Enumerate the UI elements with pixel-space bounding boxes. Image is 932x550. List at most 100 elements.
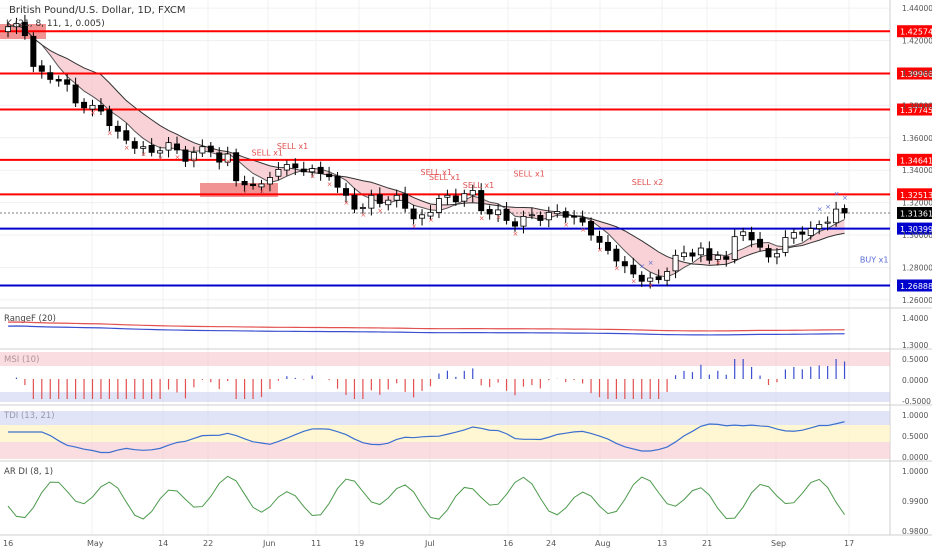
price-tick-label: 1.26000 (902, 296, 932, 305)
candle-body (13, 23, 20, 28)
price-tick-label: 1.36000 (902, 134, 932, 143)
price-tick-label: 1.30000 (902, 231, 932, 240)
candle-body (81, 101, 88, 109)
price-tick-label: 1.34000 (902, 166, 932, 175)
last-price-tag (897, 206, 932, 219)
panel-tick-label: -0.5000 (902, 397, 931, 406)
candle-body (275, 168, 282, 177)
sell-marker: × (225, 158, 231, 166)
candle-body (461, 193, 468, 202)
candle-body (106, 109, 113, 127)
candle-body (266, 177, 273, 185)
time-tick-label: 16 (3, 539, 13, 548)
sell-marker: × (124, 144, 130, 152)
candle-body (748, 232, 755, 241)
price-tick-label: 1.42000 (902, 37, 932, 46)
price-axis: 1.42574 1.39966 1.37745 1.34641 1.32513 1.303… (897, 4, 932, 305)
time-tick-label: May (87, 539, 104, 548)
candle-body (199, 146, 206, 154)
panel-tick-label: 1.3000 (902, 341, 928, 350)
signal-label: SELL x1 (421, 168, 452, 177)
candle-body (596, 235, 603, 243)
slow-ma-line (7, 24, 845, 266)
candle-body (630, 264, 637, 275)
time-tick-label: Jul (424, 539, 435, 548)
candle-body (334, 175, 341, 188)
candle-body (241, 180, 248, 186)
signal-markers: ××××× × × ×× ×××××××× × ×××××××××× ×× ×× × (90, 109, 848, 290)
candle-body (613, 248, 620, 262)
candle-body (300, 168, 307, 173)
level-price-tag (897, 103, 932, 116)
level-price-label: 1.39966 (900, 70, 932, 79)
candle-body (72, 84, 79, 104)
sell-marker: × (648, 282, 654, 290)
price-tick-label: 1.44000 (902, 4, 932, 13)
sell-marker: × (479, 214, 485, 222)
candle-body (216, 152, 223, 163)
panel-tick-label: 0.5000 (902, 355, 928, 364)
level-price-tag (897, 25, 932, 38)
candle-body (444, 194, 451, 198)
candle-body (655, 276, 662, 281)
price-tick-label: 1.28000 (902, 263, 932, 272)
candle-body (342, 188, 349, 196)
sell-marker: × (191, 156, 197, 164)
time-tick-label: Jun (262, 539, 276, 548)
candle-body (528, 214, 535, 217)
panel-tick-label: 0.9800 (902, 527, 928, 536)
sell-marker: × (377, 207, 383, 215)
sell-marker: × (513, 230, 519, 238)
msi-zone (0, 392, 890, 402)
candle-body (140, 146, 147, 149)
sell-marker: × (310, 172, 316, 180)
candle-body (5, 26, 11, 33)
candle-body (317, 166, 324, 174)
candle-body (376, 194, 383, 204)
candle-body (165, 142, 172, 151)
candle-body (512, 221, 519, 227)
signal-label: SELL x1 (463, 181, 494, 190)
candle-body (571, 215, 578, 218)
rangef-lower-line (7, 325, 845, 336)
fast-ma-line (7, 24, 845, 278)
candle-body (604, 241, 611, 251)
candle-body (621, 261, 628, 267)
time-tick-label: Sep (771, 539, 786, 548)
time-tick-label: 16 (503, 539, 513, 548)
candle-body (452, 195, 459, 203)
candle-body (402, 193, 409, 209)
candle-body (562, 211, 569, 218)
candle-body (773, 253, 780, 258)
candle-body (545, 211, 552, 221)
last-price-label: 1.31361 (900, 209, 932, 218)
candle-body (799, 231, 806, 235)
buy-marker: × (825, 203, 831, 211)
candle-body (190, 151, 197, 161)
candle-body (664, 271, 671, 281)
level-price-tag (897, 153, 932, 166)
time-tick-label: 19 (354, 539, 364, 548)
candle-body (435, 198, 442, 213)
candle-body (765, 248, 772, 258)
price-tick-label: 1.40000 (902, 69, 932, 78)
msi-zone (0, 352, 890, 366)
candle-body (689, 252, 696, 257)
candle-body (123, 130, 130, 141)
signal-label: SELL x1 (252, 149, 283, 158)
candle-body (368, 194, 375, 209)
candle-body (419, 214, 426, 219)
sell-marker: × (411, 223, 417, 231)
candle-body (723, 256, 730, 260)
candle-body (393, 194, 400, 201)
price-tick-label: 1.32000 (902, 199, 932, 208)
candle-body (579, 217, 586, 223)
candle-body (224, 153, 231, 163)
panel-title: RangeF (20) (4, 314, 56, 324)
sell-marker: × (175, 154, 181, 162)
level-price-label: 1.37745 (900, 106, 932, 115)
level-price-label: 1.26888 (900, 282, 932, 291)
